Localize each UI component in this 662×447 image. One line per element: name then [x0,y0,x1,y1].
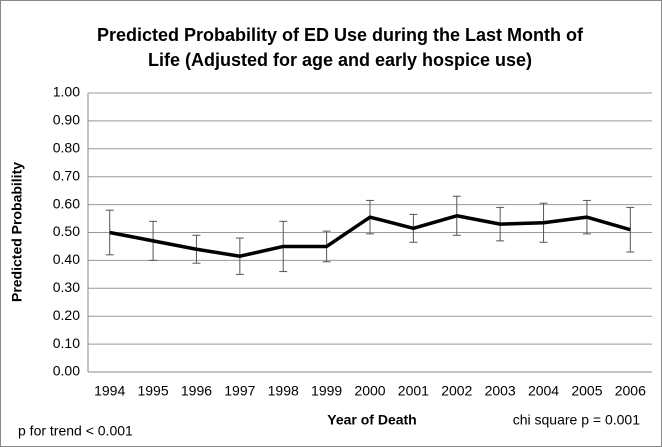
x-tick-label: 1996 [181,383,212,399]
y-tick-label: 0.90 [53,112,80,128]
x-tick-label: 1995 [137,383,168,399]
x-tick-label: 2005 [571,383,602,399]
x-tick-label: 2006 [615,383,646,399]
x-axis-title: Year of Death [327,412,416,428]
y-tick-label: 0.30 [53,279,80,295]
chart-title: Life (Adjusted for age and early hospice… [148,50,532,70]
x-tick-label: 2001 [398,383,429,399]
x-tick-label: 2000 [354,383,385,399]
x-tick-label: 1994 [94,383,125,399]
y-tick-label: 0.00 [53,363,80,379]
x-tick-label: 2003 [485,383,516,399]
y-tick-label: 0.70 [53,167,80,183]
y-tick-label: 1.00 [53,84,80,100]
x-tick-label: 1997 [224,383,255,399]
annotation: p for trend < 0.001 [18,423,133,439]
y-axis-title: Predicted Probability [9,162,25,302]
y-tick-label: 0.20 [53,307,80,323]
annotation: chi square p = 0.001 [513,412,640,428]
y-tick-label: 0.60 [53,195,80,211]
chart-title: Predicted Probability of ED Use during t… [97,25,584,45]
x-tick-label: 2004 [528,383,559,399]
x-tick-label: 1999 [311,383,342,399]
y-tick-label: 0.50 [53,223,80,239]
data-line [109,214,631,258]
y-tick-label: 0.40 [53,251,80,267]
y-tick-label: 0.80 [53,140,80,156]
x-tick-label: 2002 [441,383,472,399]
y-tick-label: 0.10 [53,335,80,351]
x-tick-label: 1998 [268,383,299,399]
